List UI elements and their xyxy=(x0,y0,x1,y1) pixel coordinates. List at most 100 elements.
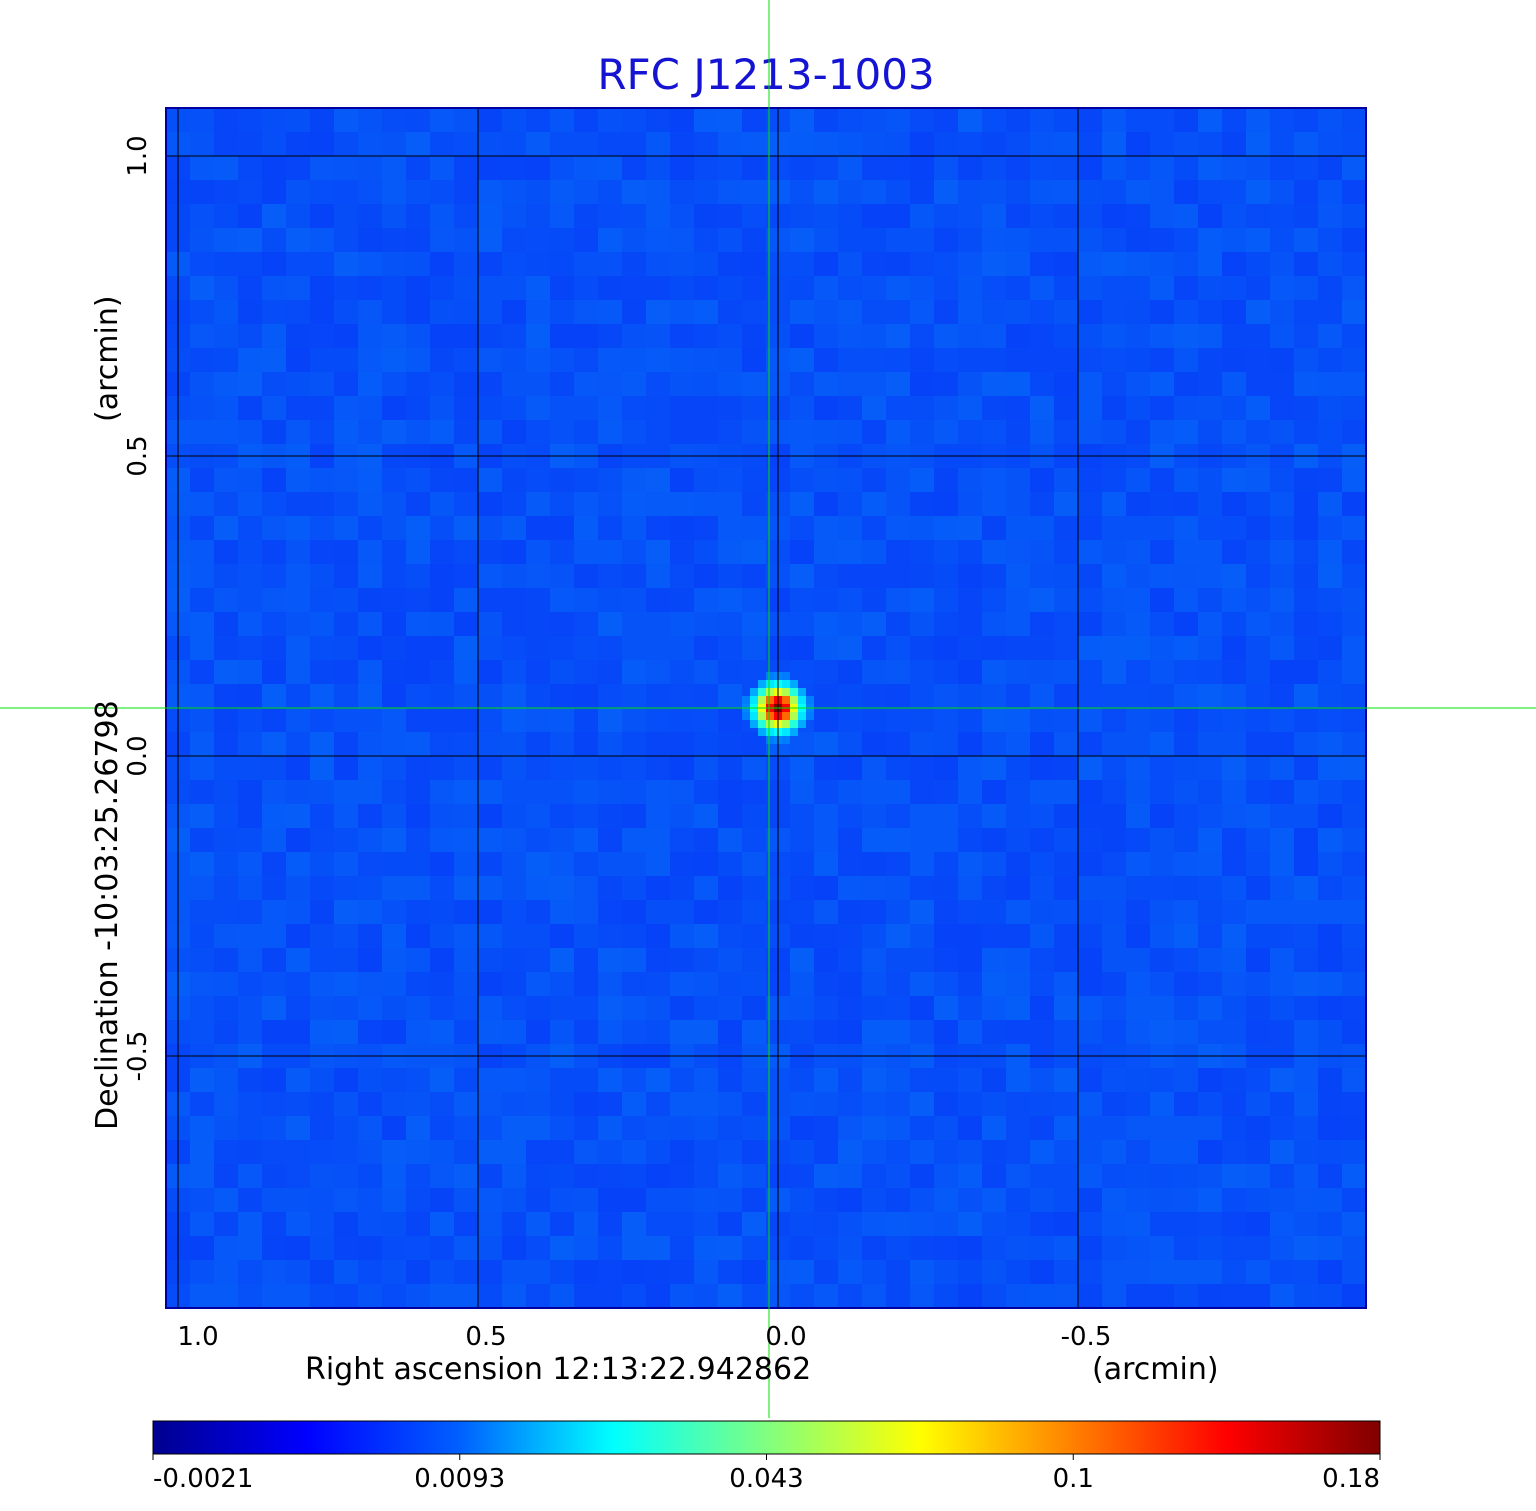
heatmap-cell xyxy=(670,1236,694,1260)
heatmap-cell xyxy=(1174,516,1198,540)
heatmap-cell xyxy=(862,1188,886,1212)
heatmap-cell xyxy=(1174,252,1198,276)
heatmap-cell xyxy=(334,348,358,372)
heatmap-cell xyxy=(1174,804,1198,828)
heatmap-cell xyxy=(598,180,622,204)
heatmap-cell xyxy=(502,756,526,780)
heatmap-cell xyxy=(838,708,862,732)
heatmap-cell xyxy=(286,876,310,900)
heatmap-cell xyxy=(502,1260,526,1284)
heatmap-cell xyxy=(286,324,310,348)
heatmap-cell xyxy=(670,468,694,492)
heatmap-cell xyxy=(286,516,310,540)
heatmap-cell xyxy=(1246,1116,1270,1140)
heatmap-cell xyxy=(406,204,430,228)
heatmap-cell xyxy=(886,612,910,636)
heatmap-cell xyxy=(382,1068,406,1092)
heatmap-cell xyxy=(718,780,742,804)
heatmap-cell xyxy=(958,276,982,300)
heatmap-cell xyxy=(1222,1092,1246,1116)
heatmap-cell xyxy=(1174,756,1198,780)
heatmap-cell xyxy=(358,156,382,180)
heatmap-cell xyxy=(934,636,958,660)
heatmap-cell xyxy=(1342,204,1366,228)
heatmap-cell xyxy=(1342,108,1366,132)
heatmap-cell xyxy=(838,1284,862,1308)
heatmap-cell xyxy=(742,1260,766,1284)
heatmap-cell xyxy=(334,1284,358,1308)
heatmap-cell xyxy=(598,924,622,948)
heatmap-cell xyxy=(790,108,814,132)
heatmap-cell xyxy=(670,756,694,780)
heatmap-cell xyxy=(382,924,406,948)
heatmap-cell xyxy=(286,732,310,756)
heatmap-cell xyxy=(982,276,1006,300)
heatmap-cell xyxy=(958,204,982,228)
heatmap-cell xyxy=(1102,900,1126,924)
heatmap-cell xyxy=(814,684,838,708)
heatmap-cell xyxy=(1102,300,1126,324)
heatmap-cell xyxy=(1198,612,1222,636)
heatmap-cell xyxy=(670,828,694,852)
heatmap-cell xyxy=(598,708,622,732)
heatmap-cell xyxy=(430,108,454,132)
heatmap-cell xyxy=(1294,396,1318,420)
heatmap-cell xyxy=(406,252,430,276)
heatmap-cell xyxy=(694,1188,718,1212)
heatmap-cell xyxy=(382,852,406,876)
heatmap-cell xyxy=(1006,1020,1030,1044)
heatmap-cell xyxy=(550,108,574,132)
heatmap-cell xyxy=(262,780,286,804)
heatmap-cell xyxy=(502,636,526,660)
heatmap-cell xyxy=(550,564,574,588)
heatmap-cell xyxy=(646,780,670,804)
heatmap-cell xyxy=(550,180,574,204)
heatmap-cell xyxy=(550,324,574,348)
heatmap-cell xyxy=(910,300,934,324)
heatmap-cell xyxy=(358,204,382,228)
heatmap-cell xyxy=(1318,1116,1342,1140)
heatmap-cell xyxy=(742,852,766,876)
heatmap-cell xyxy=(262,1212,286,1236)
heatmap-cell xyxy=(1150,708,1174,732)
heatmap-cell xyxy=(430,1140,454,1164)
heatmap-cell xyxy=(886,180,910,204)
heatmap-cell xyxy=(670,108,694,132)
heatmap-cell xyxy=(1006,1140,1030,1164)
heatmap-cell xyxy=(382,492,406,516)
heatmap-cell xyxy=(190,636,214,660)
heatmap-cell xyxy=(358,876,382,900)
heatmap-cell xyxy=(310,156,334,180)
heatmap-cell xyxy=(958,1236,982,1260)
heatmap-cell xyxy=(742,756,766,780)
heatmap-cell xyxy=(1294,1164,1318,1188)
heatmap-cell xyxy=(814,1284,838,1308)
heatmap-cell xyxy=(1270,516,1294,540)
heatmap-cell xyxy=(190,300,214,324)
heatmap-cell xyxy=(1174,108,1198,132)
heatmap-cell xyxy=(310,180,334,204)
heatmap-cell xyxy=(454,876,478,900)
heatmap-cell xyxy=(622,156,646,180)
heatmap-cell xyxy=(478,804,502,828)
heatmap-cell xyxy=(742,1140,766,1164)
heatmap-cell xyxy=(1198,900,1222,924)
heatmap-cell xyxy=(478,1236,502,1260)
heatmap-cell xyxy=(742,924,766,948)
heatmap-cell xyxy=(1198,852,1222,876)
heatmap-cell xyxy=(310,1092,334,1116)
heatmap-cell xyxy=(478,1116,502,1140)
heatmap-cell xyxy=(838,780,862,804)
heatmap-cell xyxy=(406,1140,430,1164)
heatmap-cell xyxy=(1294,156,1318,180)
heatmap-cell xyxy=(1150,732,1174,756)
heatmap-cell xyxy=(238,996,262,1020)
heatmap-cell xyxy=(1006,252,1030,276)
heatmap-cell xyxy=(190,420,214,444)
heatmap-cell xyxy=(838,540,862,564)
heatmap-cell xyxy=(526,564,550,588)
heatmap-cell xyxy=(1054,324,1078,348)
heatmap-cell xyxy=(1174,204,1198,228)
heatmap-cell xyxy=(454,372,478,396)
heatmap-cell xyxy=(454,324,478,348)
